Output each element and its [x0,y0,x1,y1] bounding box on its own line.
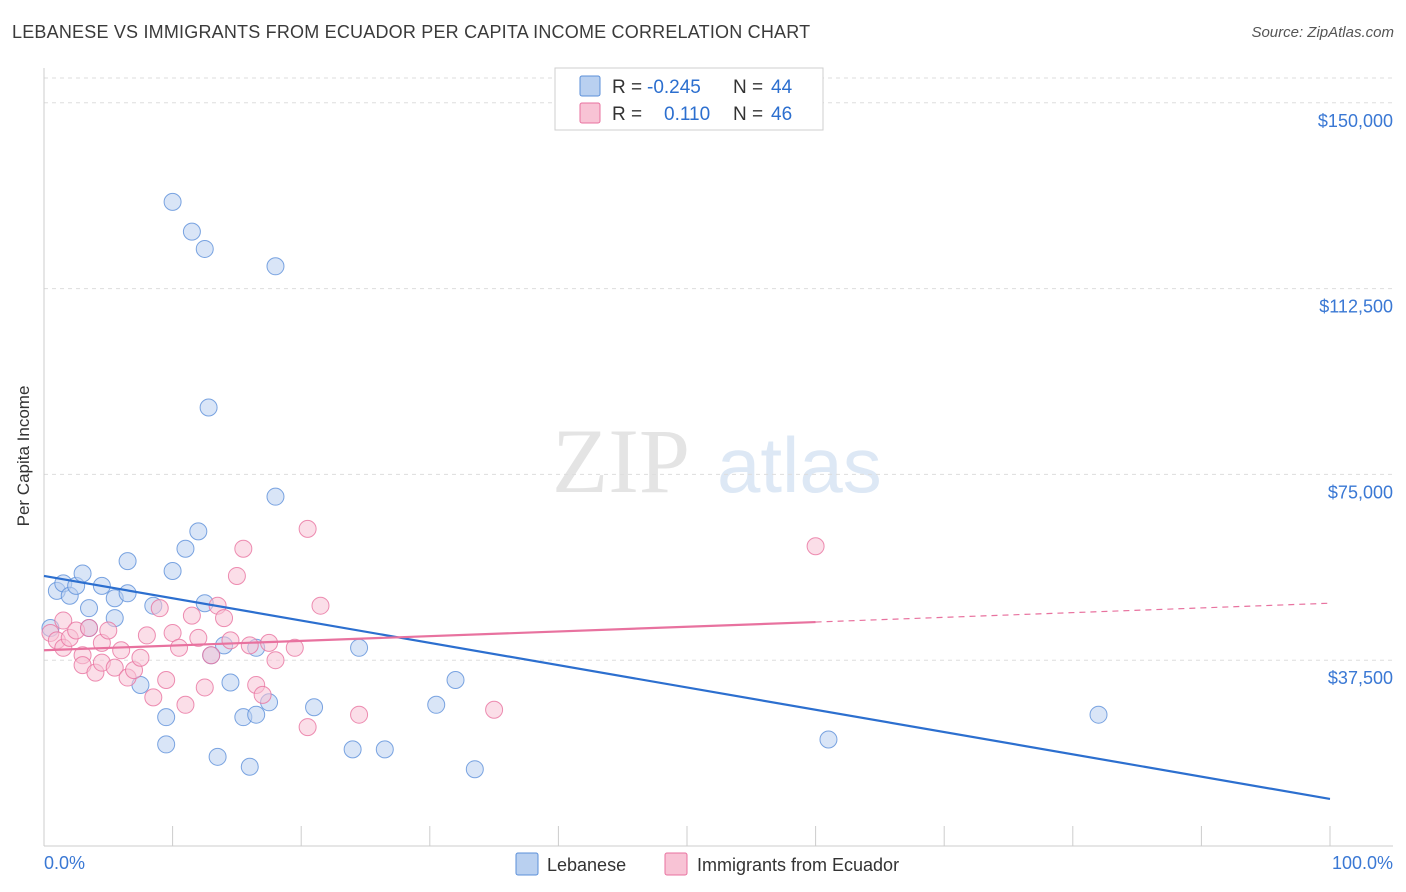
watermark-atlas: atlas [717,421,882,509]
chart-title: LEBANESE VS IMMIGRANTS FROM ECUADOR PER … [12,22,811,42]
point-lebanese [446,671,465,690]
point-lebanese [189,522,208,541]
point-ecuador [189,628,208,647]
point-ecuador [202,646,221,665]
point-lebanese [163,192,182,211]
point-ecuador [298,718,317,737]
stats-swatch-ecuador [579,102,601,124]
stats-n-label-ecuador: N = [733,104,763,125]
stats-r-label-lebanese: R = [612,77,642,98]
point-ecuador [182,606,201,625]
point-ecuador [806,537,825,556]
point-lebanese [305,698,324,717]
y-tick-label: $112,500 [1319,297,1393,317]
point-lebanese [73,564,92,583]
point-lebanese [195,239,214,258]
point-ecuador [112,641,131,660]
point-lebanese [118,584,137,603]
stats-legend-box: R = -0.245 N = 44 R = 0.110 N = 46 [554,67,824,131]
stats-n-label-lebanese: N = [733,77,763,98]
point-lebanese [118,552,137,571]
stats-r-label-ecuador: R = [612,104,642,125]
y-tick-label: $150,000 [1318,111,1393,131]
point-ecuador [253,685,272,704]
point-lebanese [266,257,285,276]
point-lebanese [1089,705,1108,724]
point-ecuador [285,638,304,657]
point-ecuador [234,539,253,558]
stats-r-value-lebanese: -0.245 [647,77,701,98]
point-ecuador [227,566,246,585]
point-ecuador [105,658,124,677]
point-lebanese [266,487,285,506]
stats-n-value-ecuador: 46 [771,104,792,125]
point-ecuador [215,609,234,628]
point-lebanese [199,398,218,417]
trend-line-ecuador [43,620,816,652]
point-ecuador [150,599,169,618]
bottom-legend: Lebanese Immigrants from Ecuador [515,852,899,876]
point-lebanese [343,740,362,759]
x-tick-label-max: 100.0% [1332,853,1393,873]
point-ecuador [80,618,99,637]
y-tick-label: $75,000 [1328,482,1393,502]
point-ecuador [311,596,330,615]
point-lebanese [427,695,446,714]
point-lebanese [163,562,182,581]
axis-ticks: $37,500 $75,000 $112,500 $150,000 [43,111,1393,846]
trend-line-ecuador-extension [815,602,1331,623]
point-lebanese [80,599,99,618]
gridlines [44,77,1393,661]
y-tick-label: $37,500 [1328,668,1393,688]
point-lebanese [221,673,240,692]
point-ecuador [144,688,163,707]
data-points [41,192,1108,779]
trend-lines [43,574,1331,801]
point-lebanese [157,735,176,754]
point-ecuador [266,651,285,670]
stats-swatch-lebanese [579,75,601,97]
stats-r-value-ecuador: 0.110 [664,104,710,125]
y-axis-title: Per Capita Income [14,386,33,527]
point-ecuador [137,626,156,645]
point-lebanese [375,740,394,759]
legend-swatch-ecuador [664,852,688,876]
legend-swatch-lebanese [515,852,539,876]
x-tick-label-min: 0.0% [44,853,85,873]
point-ecuador [221,631,240,650]
axes [43,68,1393,847]
point-ecuador [176,695,195,714]
point-lebanese [176,539,195,558]
point-ecuador [485,700,504,719]
point-ecuador [99,621,118,640]
stats-n-value-lebanese: 44 [771,77,793,98]
point-ecuador [157,671,176,690]
point-lebanese [208,747,227,766]
point-lebanese [247,705,266,724]
point-lebanese [182,222,201,241]
watermark-zip: ZIP [552,410,690,512]
point-lebanese [240,757,259,776]
point-ecuador [195,678,214,697]
source-credit: Source: ZipAtlas.com [1251,24,1394,41]
point-lebanese [819,730,838,749]
point-ecuador [54,611,73,630]
point-ecuador [350,705,369,724]
point-ecuador [240,636,259,655]
legend-label-lebanese: Lebanese [547,855,626,875]
trend-line-lebanese [43,574,1331,801]
point-ecuador [170,638,189,657]
legend-label-ecuador: Immigrants from Ecuador [697,855,899,875]
point-ecuador [298,519,317,538]
point-lebanese [157,708,176,727]
point-lebanese [465,760,484,779]
point-lebanese [350,638,369,657]
point-ecuador [131,648,150,667]
point-ecuador [163,623,182,642]
